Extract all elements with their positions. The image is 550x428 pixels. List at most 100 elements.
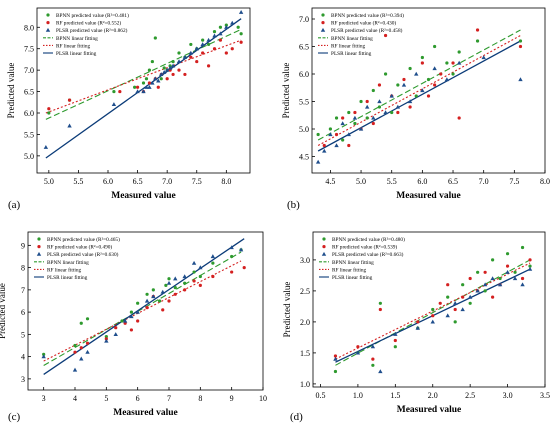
point-plsr — [378, 369, 383, 374]
point-plsr — [229, 245, 234, 250]
legend-entry: BPNN predicted value (R²=0.394) — [331, 12, 404, 19]
point-rf — [461, 295, 465, 299]
point-plsr — [160, 289, 165, 294]
point-plsr — [315, 159, 321, 164]
point-rf — [230, 47, 234, 51]
point-rf — [135, 85, 140, 89]
y-axis-label: Predicted value — [282, 282, 292, 338]
point-rf — [189, 55, 193, 59]
point-bpnn — [333, 369, 338, 374]
point-plsr — [383, 110, 388, 115]
point-plsr — [355, 350, 361, 355]
x-tick-label: 7.5 — [509, 177, 519, 186]
point-bpnn — [359, 99, 363, 104]
x-tick-label: 10 — [259, 394, 267, 403]
point-bpnn — [334, 116, 339, 120]
point-rf — [195, 59, 199, 64]
x-tick-label: 4.5 — [325, 177, 335, 186]
point-rf — [371, 357, 375, 361]
y-tick-label: 1.0 — [300, 380, 310, 389]
point-bpnn — [192, 270, 196, 274]
point-plsr — [497, 282, 503, 287]
point-rf — [322, 143, 326, 148]
point-bpnn — [420, 55, 424, 60]
legend-entry: PLSR linear fitting — [332, 274, 373, 281]
point-bpnn — [211, 261, 215, 265]
point-plsr — [328, 132, 333, 137]
point-bpnn — [85, 317, 90, 321]
point-rf — [483, 270, 487, 274]
legend-entry: PLSR predicted value (R²=0.663) — [332, 251, 404, 258]
point-rf — [85, 341, 90, 345]
panel-d: 0.5 1.0 1.5 2.0 2.5 3.0 3.5 1.0 1.5 2.0 2.5 3.0 Meas… — [282, 231, 550, 423]
legend-marker — [321, 21, 325, 25]
point-rf — [183, 288, 187, 292]
point-rf — [371, 121, 375, 126]
point-rf — [230, 270, 234, 274]
point-rf — [136, 319, 140, 323]
x-tick-label: 7 — [167, 394, 171, 403]
panel-label: (c) — [8, 411, 21, 423]
point-plsr — [210, 254, 216, 259]
point-bpnn — [145, 292, 149, 296]
point-bpnn — [446, 295, 450, 299]
point-bpnn — [206, 42, 211, 47]
point-bpnn — [189, 42, 193, 47]
legend-marker — [321, 13, 325, 17]
panel-c: 3 4 5 6 7 8 9 10 3 4 5 6 7 8 9 Measured value Predicted … — [0, 231, 267, 423]
point-plsr — [364, 104, 370, 109]
y-tick-label: 6.5 — [299, 43, 309, 52]
legend-entry: PLSR linear fitting — [47, 274, 88, 281]
point-plsr — [173, 276, 178, 281]
point-bpnn — [198, 274, 202, 279]
point-bpnn — [396, 83, 400, 87]
legend-entry: RF linear fitting — [331, 42, 365, 49]
point-plsr — [445, 313, 450, 318]
point-rf — [156, 85, 160, 89]
point-plsr — [182, 54, 188, 59]
point-bpnn — [378, 301, 382, 305]
point-rf — [396, 110, 400, 115]
point-rf — [212, 47, 217, 51]
point-plsr — [191, 260, 197, 265]
point-rf — [183, 72, 187, 77]
x-tick-label: 4 — [73, 394, 77, 403]
point-plsr — [520, 282, 525, 287]
point-plsr — [79, 356, 84, 361]
point-plsr — [346, 132, 351, 137]
legend: BPNN predicted value (R²=0.465)RF predic… — [34, 236, 120, 281]
y-tick-label: 7.0 — [24, 66, 34, 75]
legend-entry: BPNN linear fitting — [56, 35, 98, 42]
point-bpnn — [147, 68, 152, 72]
legend-entry: PLSR linear fitting — [56, 50, 97, 57]
point-rf — [73, 350, 77, 354]
legend-entry: RF predicted value (R²=0.490) — [47, 244, 112, 251]
point-rf — [242, 266, 246, 270]
x-tick-label: 8 — [198, 394, 202, 403]
point-bpnn — [347, 110, 351, 115]
point-plsr — [393, 332, 398, 336]
point-rf — [341, 116, 345, 120]
y-tick-label: 6.0 — [299, 70, 309, 79]
point-bpnn — [491, 258, 495, 262]
point-rf — [145, 306, 149, 310]
point-plsr — [475, 288, 480, 293]
point-rf — [211, 274, 215, 279]
legend-marker — [322, 237, 326, 241]
legend-marker — [37, 237, 41, 241]
x-tick-label: 1.5 — [390, 391, 400, 400]
y-tick-label: 7.0 — [299, 15, 309, 24]
point-bpnn — [353, 121, 357, 126]
point-plsr — [170, 63, 176, 68]
plot-frame — [312, 231, 546, 388]
x-tick-label: 9 — [230, 394, 234, 403]
point-rf — [433, 83, 437, 87]
x-tick-label: 7.0 — [479, 177, 489, 186]
point-rf — [333, 354, 338, 358]
point-rf — [491, 295, 495, 299]
legend: BPNN predicted value (R²=0.394)RF predic… — [318, 12, 404, 57]
point-rf — [393, 338, 397, 343]
point-rf — [118, 89, 122, 94]
point-plsr — [527, 266, 533, 271]
point-plsr — [377, 99, 382, 104]
